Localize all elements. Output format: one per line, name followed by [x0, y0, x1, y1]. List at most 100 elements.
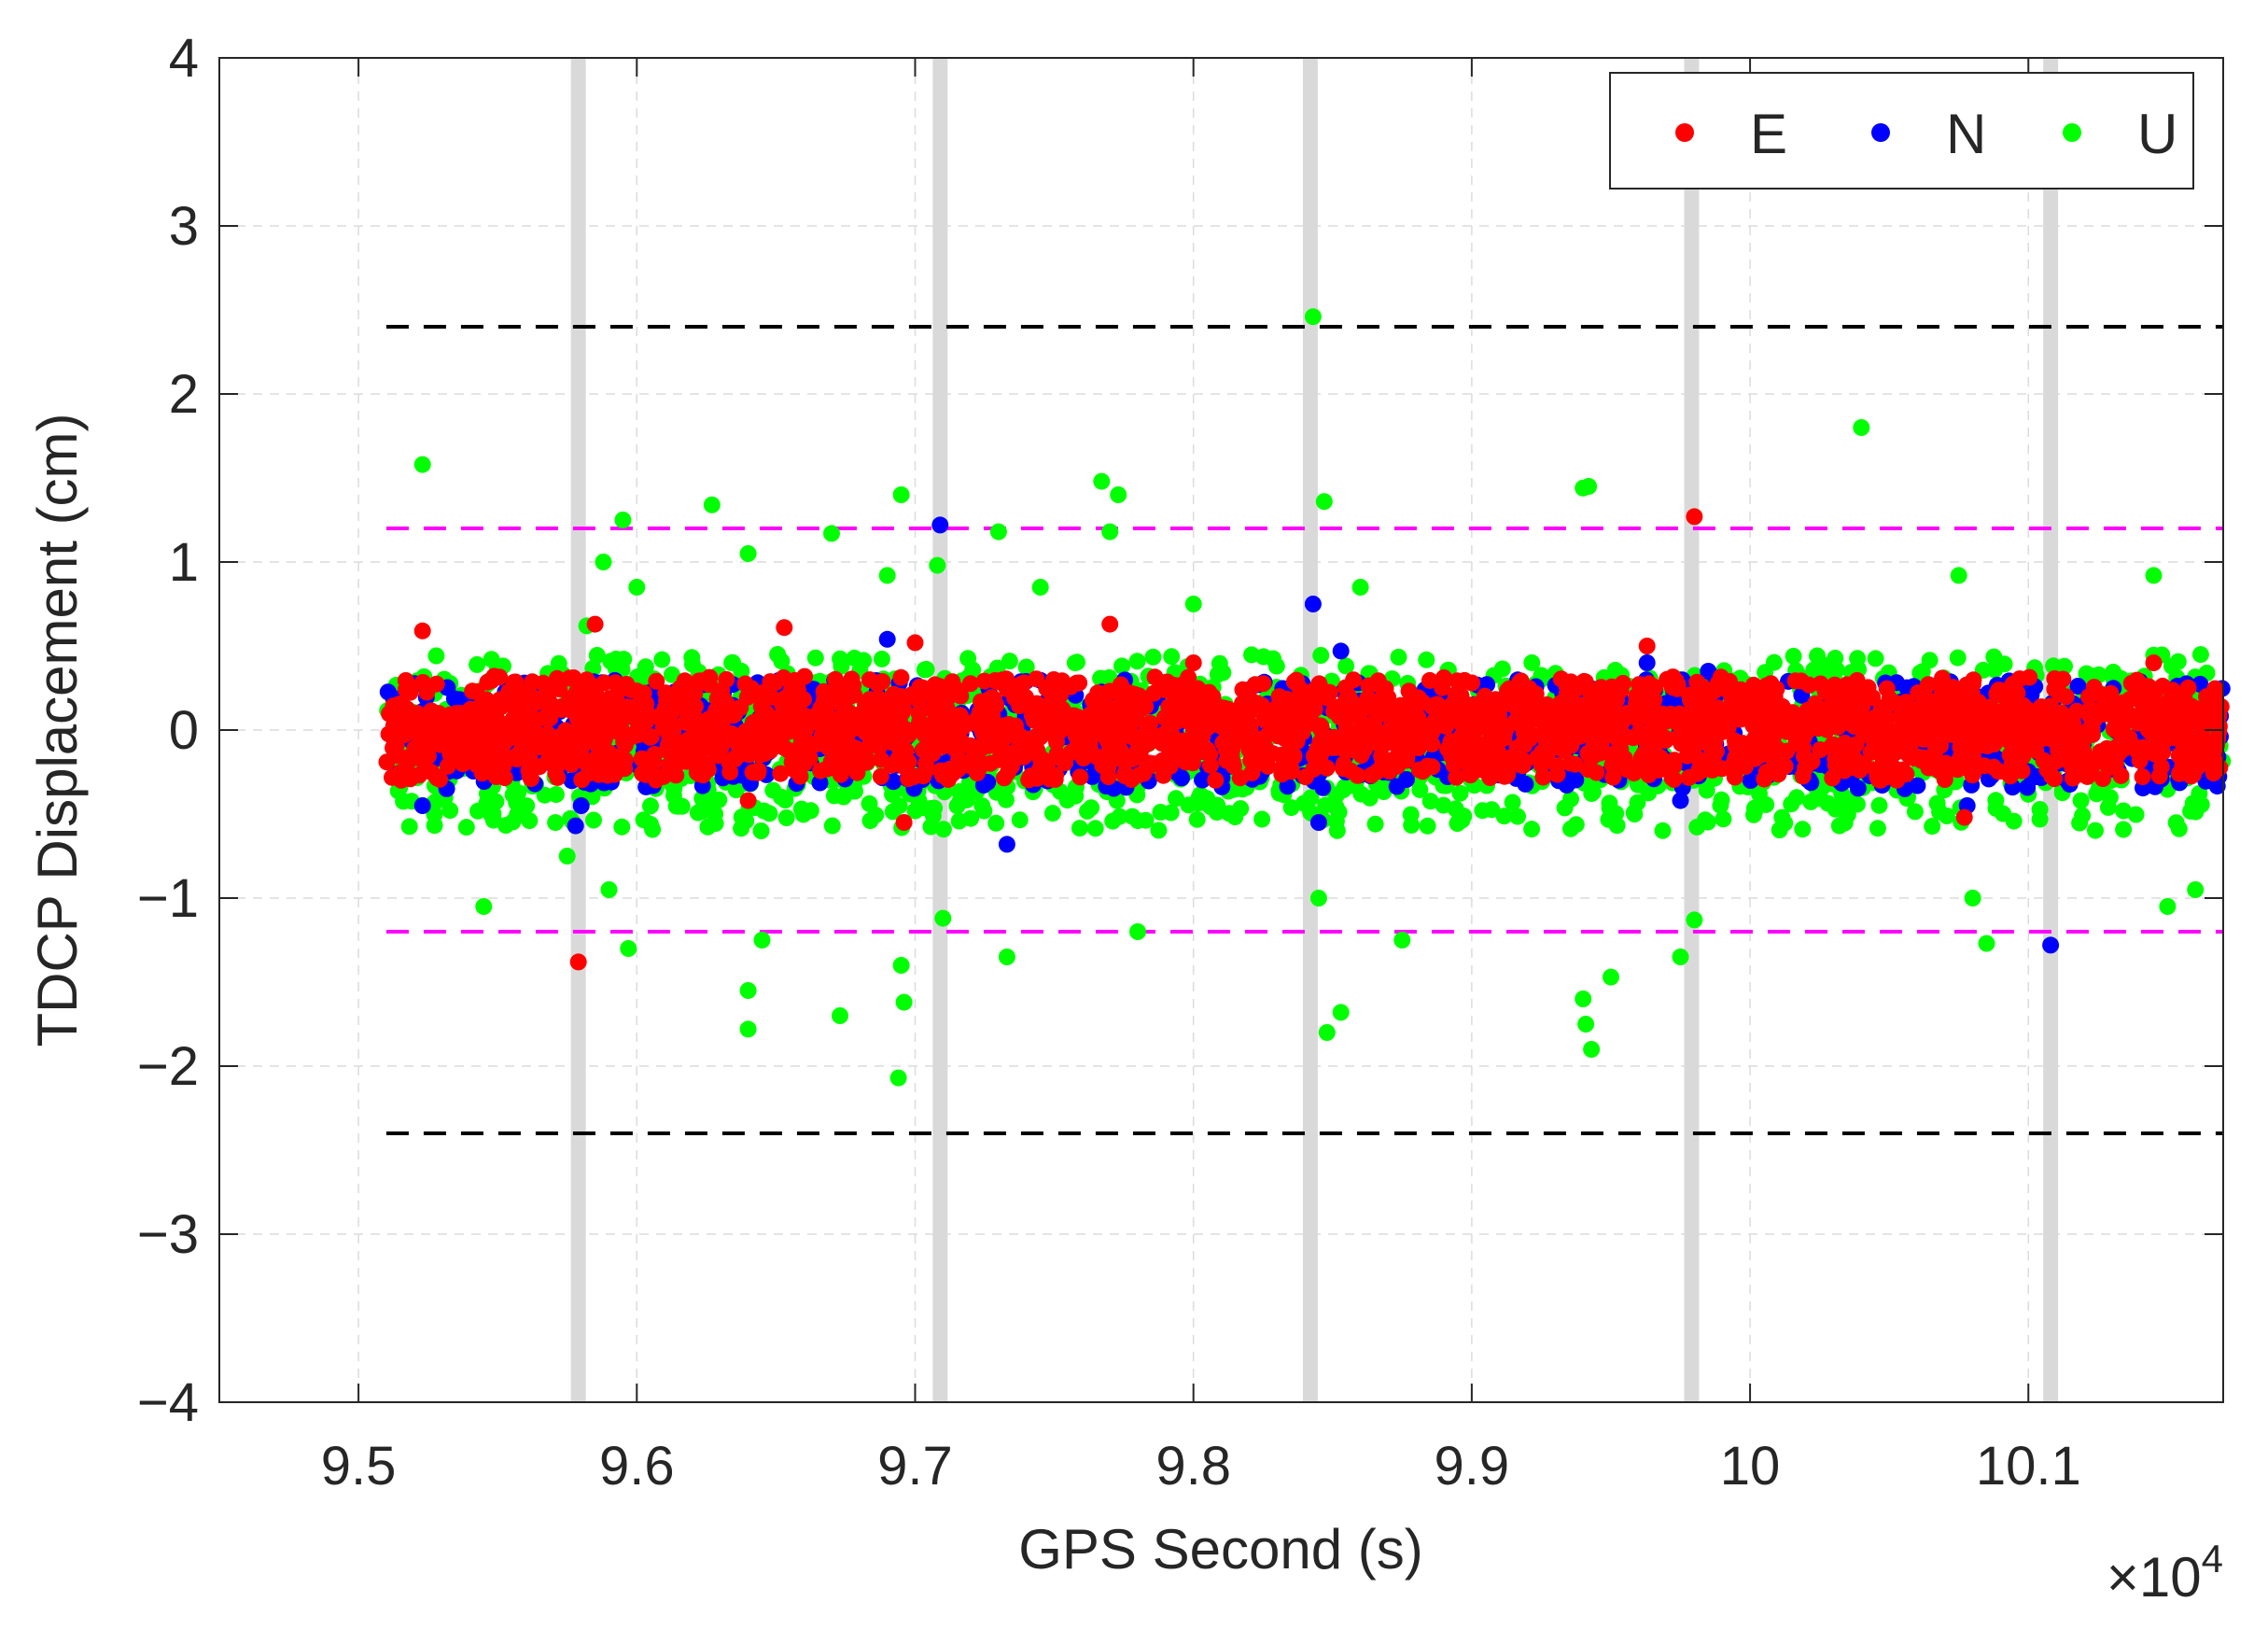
point-U [1031, 579, 1049, 596]
point-U [764, 781, 782, 799]
point-U [861, 812, 879, 830]
point-U [1001, 653, 1018, 670]
point-U [509, 806, 526, 823]
point-U [2192, 795, 2210, 813]
point-U [1421, 793, 1439, 810]
point-U [1509, 808, 1526, 825]
point-U [1124, 808, 1141, 825]
point-E [1448, 768, 1465, 786]
point-U [1011, 811, 1029, 829]
point-N [445, 690, 463, 708]
point-E [1025, 711, 1043, 729]
point-E [1476, 687, 1493, 705]
point-E [524, 689, 541, 707]
point-E [584, 697, 602, 715]
point-U [834, 788, 852, 806]
point-U [1583, 1041, 1601, 1058]
point-U [1712, 796, 1729, 814]
point-E [2189, 758, 2206, 776]
point-U [1924, 818, 1941, 836]
point-U [483, 651, 500, 668]
point-U [1315, 493, 1333, 511]
point-E [1941, 759, 1959, 776]
point-U [1110, 486, 1127, 503]
point-E [944, 673, 961, 691]
point-E [893, 704, 911, 722]
point-E [616, 760, 634, 778]
point-U [2159, 898, 2177, 915]
point-E [1778, 742, 1796, 760]
point-U [2127, 806, 2145, 823]
point-E [1812, 741, 1829, 758]
point-E [1368, 763, 1386, 780]
point-U [1949, 649, 1967, 667]
point-U [794, 806, 812, 823]
point-N [2042, 936, 2060, 954]
point-E [694, 762, 712, 780]
point-E [1225, 710, 1243, 727]
point-E [431, 770, 449, 788]
point-E [2035, 752, 2052, 769]
point-E [1202, 756, 1219, 774]
point-E [511, 744, 528, 762]
point-U [1654, 822, 1672, 839]
point-U [1332, 1004, 1350, 1021]
point-E [1116, 767, 1134, 785]
point-E [680, 714, 698, 732]
point-E [1555, 742, 1573, 759]
point-E [1762, 675, 1780, 693]
point-U [987, 814, 1005, 832]
point-U [683, 649, 701, 667]
point-U [1523, 653, 1541, 671]
point-E [1826, 716, 1842, 734]
point-U [1577, 1016, 1595, 1033]
point-U [642, 797, 659, 815]
point-E [1813, 717, 1830, 735]
point-U [1254, 648, 1272, 666]
point-E [901, 766, 918, 784]
point-U [595, 554, 612, 570]
point-U [1214, 664, 1232, 682]
point-E [409, 749, 427, 766]
point-E [549, 669, 566, 687]
point-U [1282, 799, 1300, 817]
point-N [1332, 642, 1350, 660]
point-N [1304, 596, 1322, 612]
point-E [917, 754, 935, 772]
point-E [1335, 760, 1352, 777]
point-U [1474, 802, 1491, 820]
point-U [1867, 650, 1884, 667]
point-U [413, 456, 431, 473]
point-N [998, 836, 1015, 853]
point-N [1084, 767, 1101, 785]
point-U [600, 881, 618, 898]
point-E [1270, 688, 1288, 706]
point-U [1304, 308, 1322, 326]
point-E [588, 736, 606, 753]
point-U [755, 802, 773, 820]
point-U [427, 793, 445, 810]
point-E [1359, 690, 1377, 707]
point-E [1312, 718, 1330, 736]
point-E [1225, 757, 1242, 775]
point-E [1988, 685, 2006, 703]
point-N [2019, 779, 2037, 796]
point-E [1645, 725, 1662, 743]
point-U [620, 940, 637, 957]
point-E [661, 756, 678, 774]
point-U [1785, 647, 1802, 665]
point-U [1629, 794, 1646, 811]
point-U [469, 655, 486, 673]
point-N [1909, 777, 1926, 794]
point-U [1818, 657, 1835, 674]
point-U [823, 525, 840, 542]
point-U [950, 812, 968, 830]
point-U [1978, 934, 1995, 952]
point-E [1703, 743, 1721, 760]
point-U [1906, 803, 1924, 821]
point-E [2154, 677, 2172, 695]
point-U [1985, 648, 2003, 666]
point-N [1742, 772, 1759, 789]
point-U [1163, 648, 1181, 666]
